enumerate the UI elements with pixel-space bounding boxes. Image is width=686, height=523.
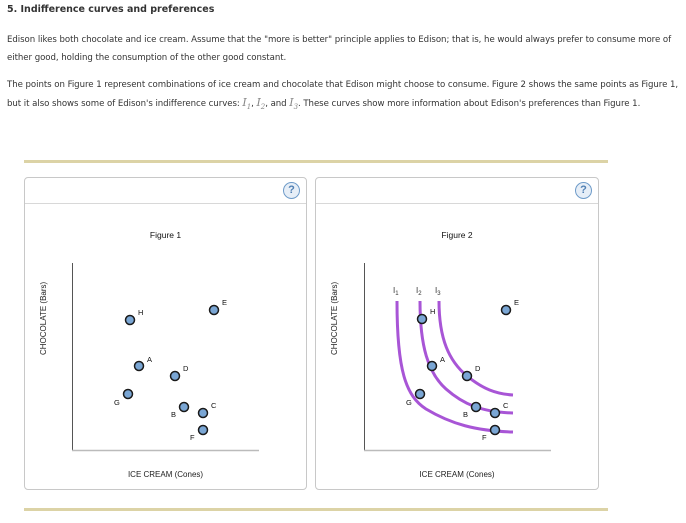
point-E: E bbox=[500, 298, 519, 316]
point-D: D bbox=[461, 364, 481, 382]
point-E: E bbox=[208, 298, 227, 316]
point-F: F bbox=[482, 424, 501, 442]
svg-text:D: D bbox=[183, 364, 189, 373]
indifference-curve-I3 bbox=[437, 300, 514, 397]
svg-text:A: A bbox=[147, 355, 152, 364]
point-H: H bbox=[124, 308, 143, 326]
point-C: C bbox=[197, 401, 217, 419]
svg-text:E: E bbox=[514, 298, 519, 307]
curve-ref-i3: I3 bbox=[289, 96, 298, 112]
help-icon[interactable]: ? bbox=[283, 182, 300, 199]
svg-text:E: E bbox=[222, 298, 227, 307]
svg-text:C: C bbox=[211, 401, 217, 410]
point-G: G bbox=[114, 388, 134, 407]
figure-2-panel: ? Figure 2 CHOCOLATE (Bars) ICE CREAM (C… bbox=[315, 177, 599, 490]
figure-1-panel-header: ? bbox=[25, 178, 306, 204]
point-D: D bbox=[169, 364, 189, 382]
point-B: B bbox=[463, 401, 482, 419]
point-H: H bbox=[416, 307, 435, 325]
question-paragraph-2: The points on Figure 1 represent combina… bbox=[7, 80, 679, 112]
svg-text:D: D bbox=[475, 364, 481, 373]
figure-1-title: Figure 1 bbox=[149, 230, 182, 240]
point-A: A bbox=[133, 355, 152, 372]
figure-2-panel-header: ? bbox=[316, 178, 598, 204]
question-title: 5. Indifference curves and preferences bbox=[7, 4, 215, 15]
figure-1-x-axis-label: ICE CREAM (Cones) bbox=[127, 470, 204, 479]
figure-2-title: Figure 2 bbox=[441, 230, 473, 240]
top-divider bbox=[24, 160, 608, 163]
point-G: G bbox=[406, 388, 426, 407]
svg-text:A: A bbox=[440, 355, 445, 364]
paragraph-2-text-b: . These curves show more information abo… bbox=[297, 99, 641, 109]
figure-2-x-axis-label: ICE CREAM (Cones) bbox=[419, 470, 495, 479]
svg-text:F: F bbox=[190, 433, 195, 442]
figure-2-plot: I1 I2 I3 H E A D G B C F bbox=[364, 263, 551, 452]
svg-text:B: B bbox=[463, 410, 468, 419]
curve-label-I3: I3 bbox=[435, 286, 441, 297]
curve-label-I1: I1 bbox=[393, 286, 399, 297]
point-C: C bbox=[489, 401, 509, 419]
point-F: F bbox=[190, 424, 209, 442]
point-A: A bbox=[426, 355, 445, 372]
svg-text:C: C bbox=[503, 401, 509, 410]
svg-text:B: B bbox=[171, 410, 176, 419]
curve-label-I2: I2 bbox=[416, 286, 422, 297]
curve-ref-i1: I1 bbox=[242, 96, 252, 112]
indifference-curve-I1 bbox=[395, 300, 514, 434]
svg-text:H: H bbox=[430, 307, 435, 316]
figure-1-plot: H E A D G B C F bbox=[72, 263, 259, 452]
question-paragraph-1: Edison likes both chocolate and ice crea… bbox=[7, 35, 672, 63]
bottom-divider bbox=[24, 508, 608, 511]
figure-1-panel: ? Figure 1 CHOCOLATE (Bars) ICE CREAM (C… bbox=[24, 177, 307, 490]
help-icon[interactable]: ? bbox=[575, 182, 592, 199]
svg-text:G: G bbox=[406, 398, 412, 407]
svg-text:G: G bbox=[114, 398, 120, 407]
svg-text:F: F bbox=[482, 433, 487, 442]
point-B: B bbox=[171, 401, 190, 419]
svg-text:H: H bbox=[138, 308, 143, 317]
paragraph-2-text-a: The points on Figure 1 represent combina… bbox=[7, 80, 679, 109]
indifference-curve-I2 bbox=[418, 300, 514, 415]
curve-ref-i2: I2 bbox=[256, 96, 266, 112]
